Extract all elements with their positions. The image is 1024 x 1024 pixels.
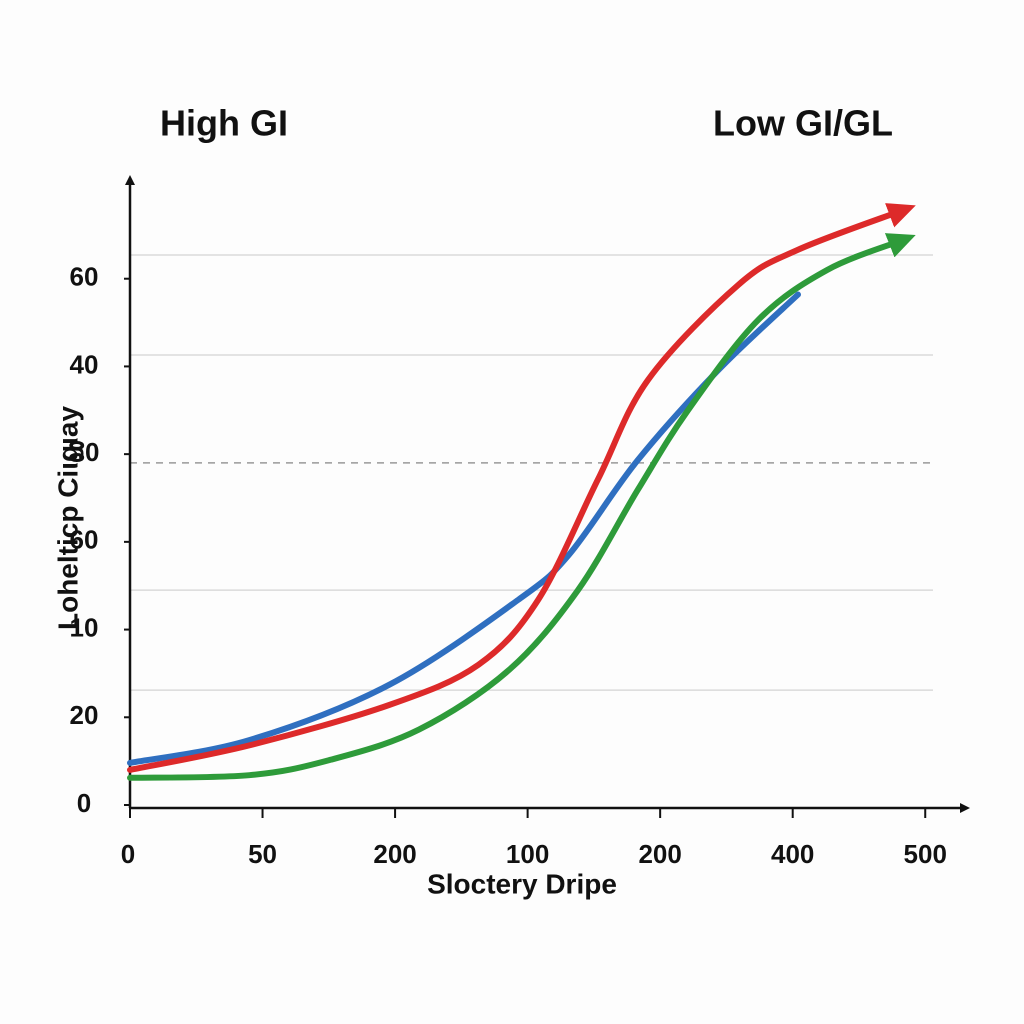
x-tick-label: 500 [904,839,947,869]
y-tick-label: 20 [70,700,99,730]
y-tick-label: 60 [70,525,99,555]
y-tick-label: 40 [70,349,99,379]
x-tick-label: 400 [771,839,814,869]
annotation: High GI [160,103,288,144]
y-tick-label: 0 [77,788,91,818]
series-line [127,203,916,773]
x-tick-label: 200 [638,839,681,869]
y-tick-label: 60 [70,262,99,292]
x-axis-label: Sloctery Dripe [427,868,617,899]
y-axis-label: Loheltіcp Ciιgιay [52,406,83,630]
x-tick-label: 200 [373,839,416,869]
x-tick-label: 0 [121,839,135,869]
x-tick-label: 50 [248,839,277,869]
y-tick-label: ⵓ0 [69,437,100,467]
y-tick-label: 10 [70,612,99,642]
annotation: Low GI/GL [713,103,893,144]
x-tick-label: 100 [506,839,549,869]
series-line [127,233,916,781]
